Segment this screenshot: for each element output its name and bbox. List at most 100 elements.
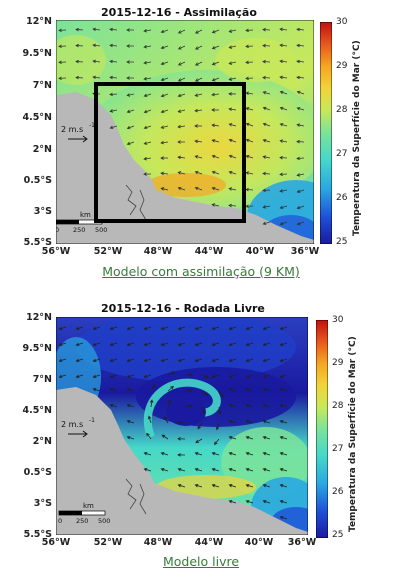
current-vector-arrow	[228, 77, 237, 81]
lat-label: 0.5°S	[23, 175, 52, 186]
current-vector-arrow	[279, 467, 288, 472]
caption-link-modelo-livre[interactable]: Modelo livre	[162, 554, 240, 569]
current-vector-arrow	[75, 358, 84, 363]
current-vector-arrow	[109, 43, 118, 48]
current-vector-arrow	[160, 45, 169, 50]
current-vector-arrow	[228, 107, 237, 112]
current-vector-arrow	[215, 422, 220, 431]
current-vector-arrow	[126, 76, 135, 80]
current-vector-arrow	[194, 186, 203, 191]
current-vector-arrow	[245, 342, 254, 347]
current-vector-arrow	[245, 107, 254, 111]
lat-label: 3°S	[33, 498, 52, 509]
current-vector-arrow	[160, 467, 169, 472]
current-vector-arrow	[296, 43, 305, 48]
current-vector-arrow	[262, 326, 271, 331]
current-vector-arrow	[279, 172, 288, 177]
current-vector-arrow	[201, 390, 209, 396]
current-vector-arrow	[211, 29, 220, 34]
current-vector-arrow	[177, 453, 186, 457]
current-vector-arrow	[92, 326, 101, 331]
current-vector-arrow	[58, 326, 67, 331]
current-vector-arrow	[262, 122, 271, 127]
current-vector-arrow	[211, 358, 220, 363]
colorbar-tick: 27	[336, 149, 348, 159]
lat-label: 12°N	[26, 16, 52, 27]
current-vector-arrow	[201, 374, 210, 379]
current-vector-arrow	[211, 92, 220, 97]
current-vector-arrow	[279, 189, 288, 193]
current-vector-arrow	[245, 60, 254, 65]
colorbar-tick: 29	[336, 61, 348, 71]
scalebar-unit: km	[83, 502, 94, 510]
current-vector-arrow	[75, 342, 84, 347]
current-vector-arrow	[109, 109, 118, 113]
caption-link-assimilacao[interactable]: Modelo com assimilação (9 KM)	[102, 264, 300, 279]
lat-label: 9.5°N	[22, 48, 52, 59]
lon-label: 52°W	[93, 537, 123, 548]
current-vector-arrow	[296, 189, 305, 194]
current-vector-arrow	[177, 77, 186, 82]
sst-map: 2 m.s -1 km 0 250 500	[56, 20, 314, 244]
current-vector-arrow	[228, 187, 237, 191]
scalebar-tick: 500	[98, 517, 110, 525]
map-title: 2015-12-16 - Rodada Livre	[101, 302, 265, 315]
current-vector-arrow	[296, 173, 305, 177]
lon-label: 40°W	[244, 537, 274, 548]
current-vector-arrow	[194, 93, 203, 97]
current-vector-arrow	[109, 59, 118, 64]
lon-label: 48°W	[143, 246, 173, 257]
current-vector-arrow	[262, 342, 271, 347]
vector-scale-exponent: -1	[89, 417, 95, 424]
current-vector-arrow	[279, 221, 288, 226]
current-vector-arrow	[262, 27, 271, 32]
current-vector-arrow	[279, 515, 288, 520]
current-vector-arrow	[143, 28, 152, 33]
current-vector-arrow	[262, 374, 271, 379]
current-vector-arrow	[211, 61, 220, 66]
current-vector-arrow	[160, 61, 169, 66]
current-vector-arrow	[245, 122, 254, 127]
current-vector-arrow	[211, 170, 220, 175]
current-vector-arrow	[228, 123, 237, 127]
current-vector-arrow	[160, 342, 169, 347]
current-vector-arrow	[217, 406, 222, 415]
current-vector-arrow	[279, 90, 288, 95]
lon-label: 52°W	[93, 246, 123, 257]
lat-label: 3°S	[33, 206, 52, 217]
current-vector-arrow	[143, 172, 152, 176]
current-vector-arrow	[177, 29, 186, 34]
current-vector-arrow	[245, 403, 254, 408]
lon-label: 44°W	[194, 537, 224, 548]
current-vector-arrow	[245, 76, 254, 81]
current-vector-arrow	[143, 374, 152, 379]
current-vector-arrow	[228, 499, 237, 504]
current-vector-arrow	[228, 29, 237, 33]
colorbar	[316, 320, 328, 538]
domain-box	[94, 82, 246, 223]
current-vector-arrow	[245, 28, 254, 33]
scalebar-tick: 0	[58, 517, 62, 525]
current-vector-arrow	[109, 75, 118, 80]
current-vector-arrow	[245, 451, 254, 456]
colorbar-tick: 28	[336, 105, 348, 115]
scalebar-unit: km	[80, 211, 91, 219]
current-vector-arrow	[143, 358, 152, 363]
current-vector-arrow	[146, 432, 152, 440]
current-vector-arrow	[201, 406, 206, 415]
current-vector-arrow	[262, 387, 271, 392]
lat-label: 4.5°N	[22, 112, 52, 123]
current-vector-arrow	[279, 451, 288, 456]
current-vector-arrow	[160, 156, 169, 160]
scalebar-tick: 500	[95, 226, 107, 234]
current-vector-arrow	[143, 109, 152, 114]
lon-label: 44°W	[194, 246, 224, 257]
current-vector-arrow	[211, 467, 220, 472]
current-vector-arrow	[245, 44, 254, 49]
current-vector-arrow	[262, 188, 271, 193]
current-vector-arrow	[160, 77, 169, 82]
lon-label: 36°W	[287, 537, 317, 548]
lon-label: 36°W	[290, 246, 320, 257]
current-vector-arrow	[160, 125, 169, 129]
lat-label: 5.5°S	[23, 237, 52, 248]
